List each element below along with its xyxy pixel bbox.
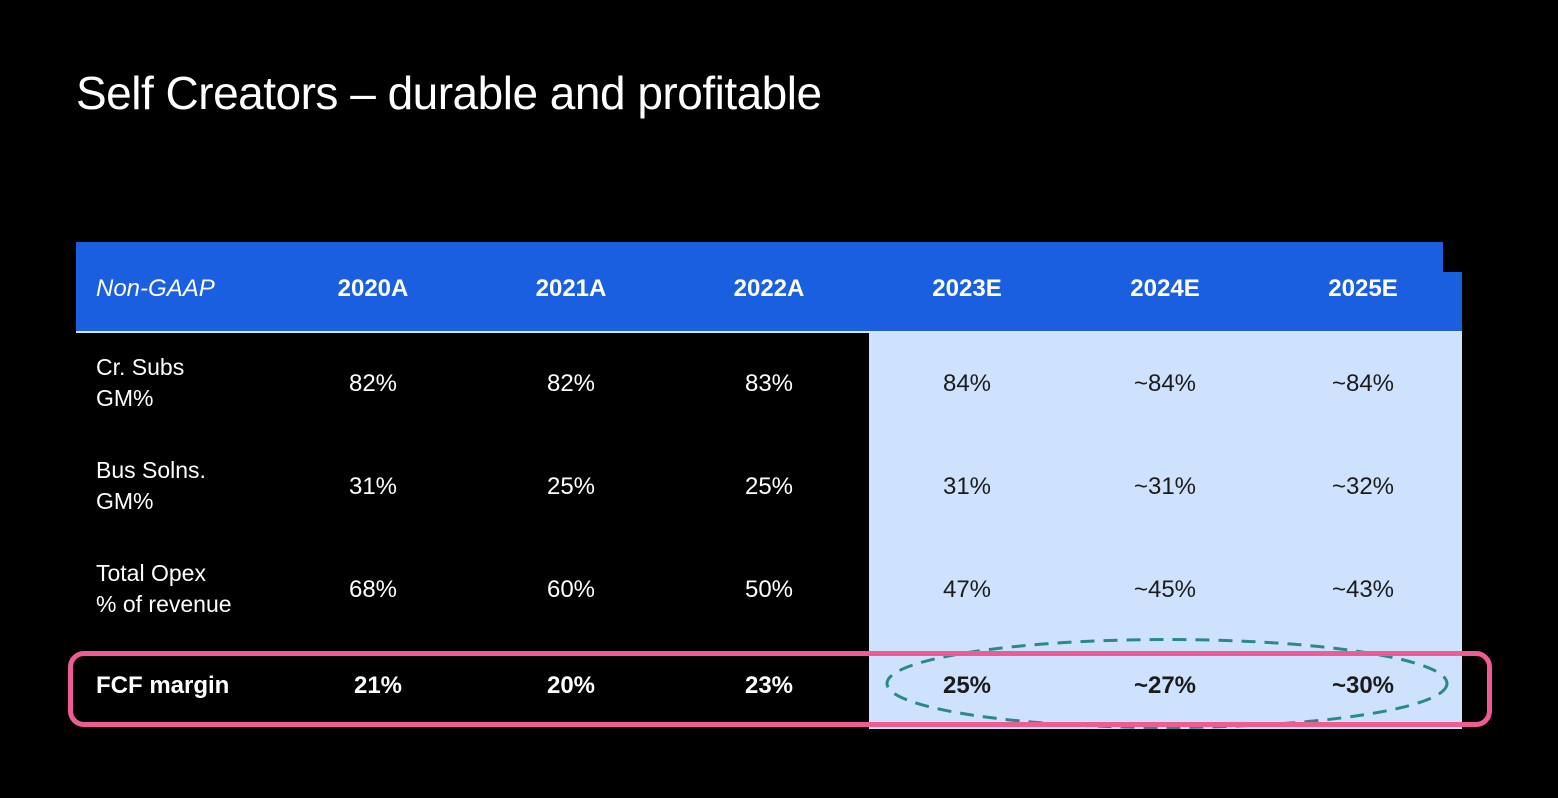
table-cell: 68% [348, 576, 398, 603]
slide-title: Self Creators – durable and profitable [76, 67, 822, 119]
table-cell: 82% [546, 370, 596, 397]
column-header-2020a: 2020A [337, 275, 409, 302]
table-cell: 25% [546, 473, 596, 500]
column-header-2022a: 2022A [733, 275, 805, 302]
table-cell: ~84% [1331, 370, 1395, 397]
table-cell: 47% [942, 576, 992, 603]
column-header-2021a: 2021A [535, 275, 607, 302]
table-cell: 60% [546, 576, 596, 603]
table-cell: 84% [942, 370, 992, 397]
table-cell: 25% [744, 473, 794, 500]
table-cell: 31% [942, 473, 992, 500]
table-header-bar [76, 242, 1462, 333]
table-cell: ~32% [1331, 473, 1395, 500]
row-label-total-opex: Total Opex % of revenue [96, 558, 316, 620]
row-label-line2: GM% [96, 488, 154, 514]
header-notch [1443, 242, 1463, 272]
column-header-2024e: 2024E [1130, 275, 1200, 302]
table-cell: ~84% [1133, 370, 1197, 397]
table-cell: 21% [353, 672, 403, 699]
column-header-2023e: 2023E [932, 275, 1002, 302]
table-cell: 23% [744, 672, 794, 699]
table-cell: 82% [348, 370, 398, 397]
table-cell: ~31% [1133, 473, 1197, 500]
row-label-line1: Cr. Subs [96, 354, 185, 380]
table-cell: 83% [744, 370, 794, 397]
fcf-margin-highlight-box [68, 651, 1492, 727]
row-label-line1: Total Opex [96, 560, 206, 586]
table-cell: ~45% [1133, 576, 1197, 603]
row-label-line2: % of revenue [96, 591, 232, 617]
row-label-line2: GM% [96, 385, 154, 411]
table-cell: ~43% [1331, 576, 1395, 603]
table-cell: 20% [546, 672, 596, 699]
row-label-fcf-margin: FCF margin [96, 672, 230, 699]
row-label-cr-subs: Cr. Subs GM% [96, 352, 316, 414]
column-header-2025e: 2025E [1328, 275, 1398, 302]
table-cell: 50% [744, 576, 794, 603]
header-non-gaap-label: Non-GAAP [96, 275, 215, 302]
table-cell: 31% [348, 473, 398, 500]
row-label-bus-solns: Bus Solns. GM% [96, 455, 316, 517]
row-label-line1: Bus Solns. [96, 457, 206, 483]
